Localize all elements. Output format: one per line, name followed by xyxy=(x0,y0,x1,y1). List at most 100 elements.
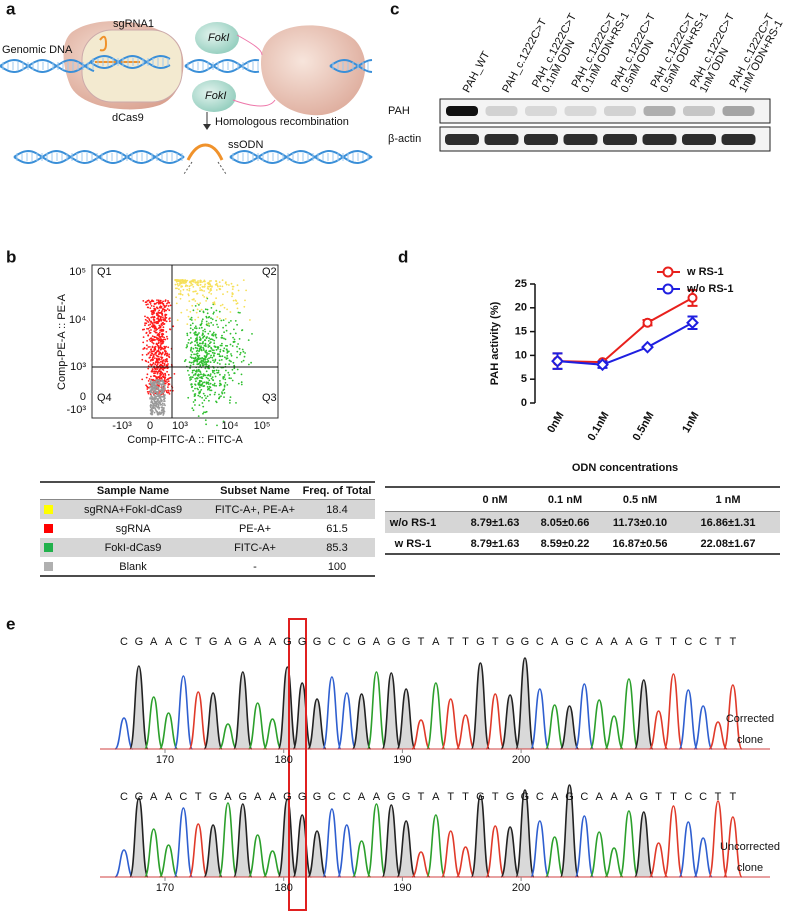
flow-event xyxy=(161,362,164,365)
flow-event xyxy=(190,383,193,386)
flow-event xyxy=(193,359,196,362)
trace-peak xyxy=(693,837,713,878)
data-point xyxy=(551,354,564,368)
flow-event xyxy=(151,363,154,366)
flow-event xyxy=(202,412,204,415)
flow-event xyxy=(199,287,202,289)
flow-event xyxy=(162,404,164,406)
flow-event xyxy=(167,389,170,392)
flow-event xyxy=(164,317,166,320)
flow-event xyxy=(190,337,192,339)
flow-event xyxy=(151,358,154,360)
flow-event xyxy=(155,379,158,382)
flow-event xyxy=(209,361,212,363)
trace-peak xyxy=(322,676,342,750)
flow-event xyxy=(186,332,189,335)
flow-event xyxy=(159,336,162,339)
flow-event xyxy=(154,363,157,366)
flow-event xyxy=(212,359,214,362)
foki-label: FokI xyxy=(205,90,226,102)
flow-event xyxy=(154,308,157,311)
flow-event xyxy=(187,342,190,344)
flow-event xyxy=(208,337,211,339)
blot-band xyxy=(683,106,715,116)
flow-event xyxy=(205,320,208,323)
base-call: T xyxy=(447,636,454,648)
flow-event xyxy=(199,364,202,366)
flow-event xyxy=(219,317,221,320)
flow-event xyxy=(160,390,163,393)
table-row-shade xyxy=(385,512,780,533)
flow-event xyxy=(191,351,194,353)
flow-event xyxy=(152,375,155,377)
flow-event xyxy=(216,353,219,355)
flow-event xyxy=(157,311,160,314)
quadrant-label: Q3 xyxy=(262,392,277,404)
flow-event xyxy=(214,391,217,394)
flow-event xyxy=(204,342,207,345)
base-call: C xyxy=(120,791,128,803)
flow-event xyxy=(205,370,208,373)
flow-event xyxy=(160,377,163,380)
flow-event xyxy=(157,342,160,345)
flow-event xyxy=(200,308,203,311)
flow-event xyxy=(186,288,189,291)
flow-event xyxy=(208,385,211,388)
flow-event xyxy=(144,315,146,318)
legend-swatch xyxy=(44,524,53,533)
flow-event xyxy=(232,361,235,364)
flow-event xyxy=(240,373,243,376)
flow-event xyxy=(152,392,154,395)
flow-event xyxy=(167,301,170,304)
y-tick-label: 5 xyxy=(521,373,527,385)
flow-event xyxy=(160,311,163,314)
flow-events xyxy=(141,279,253,427)
flow-event xyxy=(183,360,186,363)
x-tick-label: 1nM xyxy=(680,410,701,435)
flow-event xyxy=(205,323,208,326)
flow-event xyxy=(146,320,149,322)
trace-tick-label: 190 xyxy=(393,754,411,766)
flow-event xyxy=(206,352,209,354)
flow-event xyxy=(198,404,201,406)
flow-event xyxy=(160,358,163,360)
legend-label: w/o RS-1 xyxy=(686,283,733,295)
flow-event xyxy=(236,284,239,287)
flow-event xyxy=(231,368,234,371)
flow-event xyxy=(191,322,194,325)
lane-label: PAH_c.1222C>T1nM ODN+RS-1 xyxy=(727,11,786,94)
flow-event xyxy=(201,289,204,292)
flow-event xyxy=(151,311,154,314)
flow-event xyxy=(223,347,226,350)
flow-event xyxy=(155,357,158,360)
base-call: T xyxy=(462,636,469,648)
flow-event xyxy=(158,303,160,305)
flow-event xyxy=(188,287,191,290)
flow-event xyxy=(196,360,199,363)
flow-event xyxy=(216,284,219,287)
flow-event xyxy=(199,383,201,386)
trace-peak xyxy=(574,683,595,750)
flow-event xyxy=(204,280,206,283)
flow-event xyxy=(218,281,221,283)
base-call: A xyxy=(224,791,232,803)
flow-event xyxy=(197,394,200,397)
blot-band xyxy=(446,106,478,116)
table-cell: 61.5 xyxy=(326,523,347,535)
flow-event xyxy=(212,324,215,326)
base-call: A xyxy=(254,636,262,648)
dna-strand xyxy=(13,149,185,165)
flow-event xyxy=(156,400,159,402)
flow-event xyxy=(142,336,145,338)
table-cell: 16.87±0.56 xyxy=(613,538,668,550)
flow-event xyxy=(155,395,158,398)
flow-event xyxy=(157,314,160,317)
flow-event xyxy=(203,381,206,384)
base-call: A xyxy=(358,791,366,803)
flow-x-tick-label: 10⁴ xyxy=(222,420,239,432)
flow-event xyxy=(214,345,217,348)
flow-event xyxy=(221,355,224,358)
flow-event xyxy=(155,354,158,357)
flow-event xyxy=(209,288,212,291)
flow-y-tick-label: 10⁵ xyxy=(69,266,86,278)
